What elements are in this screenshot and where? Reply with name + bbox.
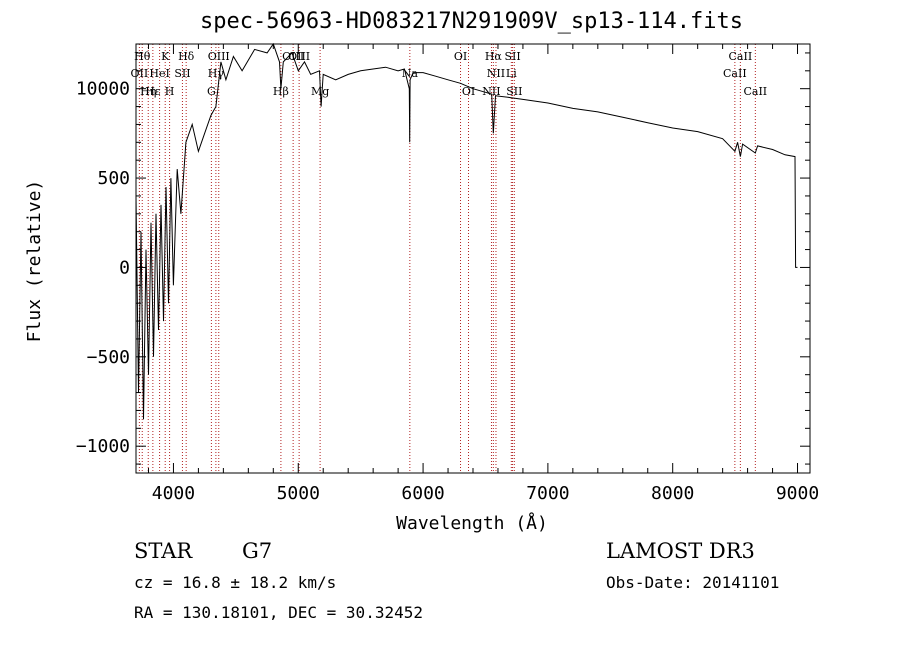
y-axis-label: Flux (relative) — [24, 180, 45, 343]
line-label: Hγ — [208, 67, 225, 80]
y-tick-label: 500 — [97, 168, 130, 189]
x-tick-label: 4000 — [152, 483, 195, 504]
line-label: Na — [402, 67, 419, 80]
spectrum-line — [135, 42, 798, 420]
line-label: Hα — [485, 50, 503, 63]
line-label: Hη — [140, 85, 156, 98]
x-tick-label: 7000 — [526, 483, 569, 504]
line-label: SII — [504, 50, 520, 63]
spectrum-series — [135, 42, 798, 420]
survey-name: LAMOST DR3 — [606, 539, 755, 563]
coordinates: RA = 130.18101, DEC = 30.32452 — [134, 603, 423, 622]
x-axis-label: Wavelength (Å) — [396, 512, 548, 534]
object-class: STAR — [134, 539, 193, 563]
chart-title: spec-56963-HD083217N291909V_sp13-114.fit… — [199, 9, 744, 34]
x-axis: 4000 5000 6000 7000 8000 9000 — [147, 44, 819, 504]
line-label: K — [161, 50, 170, 63]
line-label: NII — [487, 67, 505, 80]
line-label: Hδ — [178, 50, 195, 63]
line-label: SII — [506, 85, 522, 98]
y-tick-label: 0 — [119, 257, 130, 278]
line-label: Hε — [145, 85, 161, 98]
spectral-line-labels: OIIHθHηHεHeIKHSIIHδGHγOIIIHβOIIIOIIIMgNa… — [131, 50, 768, 98]
object-subclass: G7 — [242, 539, 273, 563]
line-label: G — [207, 85, 216, 98]
line-label: CaII — [743, 85, 767, 98]
line-label: OIII — [282, 50, 304, 63]
x-tick-label: 8000 — [651, 483, 694, 504]
line-label: NII — [482, 85, 500, 98]
line-label: SII — [174, 67, 190, 80]
line-label: OI — [462, 85, 475, 98]
redshift-velocity: cz = 16.8 ± 18.2 km/s — [134, 573, 337, 592]
y-tick-label: −1000 — [76, 436, 130, 457]
line-label: H — [165, 85, 175, 98]
line-label: CaII — [723, 67, 747, 80]
line-label: Hθ — [134, 50, 151, 63]
line-label: OIII — [208, 50, 230, 63]
line-label: Hβ — [273, 85, 289, 98]
spectral-line-markers — [138, 44, 756, 473]
y-tick-label: −500 — [87, 347, 130, 368]
line-label: CaII — [729, 50, 753, 63]
line-label: OI — [454, 50, 467, 63]
y-tick-label: 10000 — [76, 79, 130, 100]
line-label: OIII — [288, 50, 310, 63]
x-tick-label: 9000 — [776, 483, 819, 504]
observation-date: Obs-Date: 20141101 — [606, 573, 780, 592]
plot-frame — [135, 43, 811, 474]
x-tick-label: 6000 — [401, 483, 444, 504]
y-axis: −1000 −500 0 500 10000 — [76, 52, 810, 465]
line-label: Li — [506, 67, 517, 80]
line-label: OII — [131, 67, 149, 80]
line-label: Mg — [311, 85, 329, 98]
line-label: HeI — [149, 67, 169, 80]
x-tick-label: 5000 — [277, 483, 320, 504]
